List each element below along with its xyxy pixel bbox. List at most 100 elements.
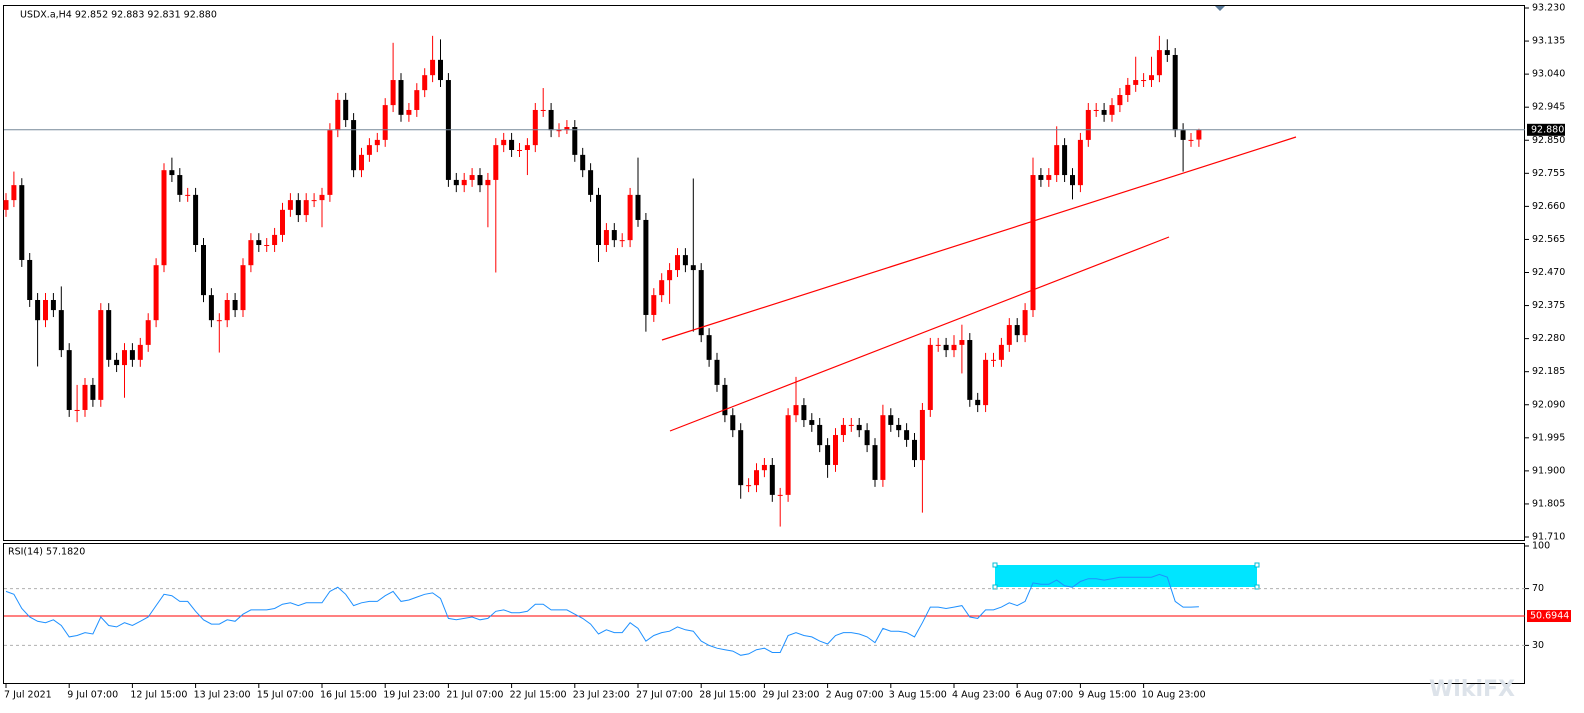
candle-body (1085, 109, 1091, 140)
candle-body (366, 145, 372, 155)
candle-body (817, 424, 823, 446)
candle-body (414, 90, 420, 110)
candle-body (153, 265, 159, 321)
candle-body (959, 340, 965, 345)
candle-body (682, 255, 688, 266)
candle-body (493, 145, 499, 180)
candle-body (1046, 175, 1052, 180)
rectangle-handle (1254, 584, 1260, 590)
current-price-label: 92.880 (1531, 124, 1564, 135)
trend-line (661, 136, 1297, 341)
candle-body (137, 344, 143, 360)
x-tick-label: 13 Jul 23:00 (194, 690, 251, 701)
y-tick-label: 91.900 (1532, 465, 1565, 476)
x-tick-label: 27 Jul 07:00 (636, 690, 693, 701)
candle-body (1006, 325, 1012, 345)
candle-body (509, 139, 515, 150)
candle-body (216, 320, 222, 322)
candle-body (351, 120, 357, 171)
candle-body (690, 265, 696, 271)
candle-body (422, 75, 428, 91)
rsi-panel-frame (3, 543, 1525, 684)
x-tick-label: 10 Aug 23:00 (1142, 690, 1206, 701)
candle-body (1196, 129, 1202, 140)
candle-body (1054, 145, 1060, 176)
rsi-line (5, 573, 1199, 656)
candle-body (390, 80, 396, 106)
candle-body (603, 230, 609, 246)
rectangle-handle (992, 562, 998, 568)
candle-body (1014, 325, 1020, 336)
candle-body (722, 384, 728, 416)
candle-body (461, 179, 467, 186)
candle-body (769, 464, 775, 495)
candle-body (335, 99, 341, 131)
price-panel-frame (3, 5, 1525, 541)
candle-body (1172, 54, 1178, 131)
candle-body (1141, 80, 1147, 82)
candle-body (477, 175, 483, 186)
candle-body (1022, 310, 1028, 336)
candle-body (90, 384, 96, 400)
x-tick-label: 7 Jul 2021 (4, 690, 52, 701)
candle-body (232, 299, 238, 311)
candle-body (659, 280, 665, 296)
candle-body (1030, 175, 1036, 311)
candle-body (343, 99, 349, 121)
candle-body (548, 109, 554, 131)
candle-body (1164, 50, 1170, 55)
y-tick-label: 92.755 (1532, 168, 1565, 179)
x-tick-label: 2 Aug 07:00 (826, 690, 884, 701)
candle-body (3, 200, 9, 210)
rectangle-handle (1254, 562, 1260, 568)
price-layer: 93.230 93.135 93.040 92.945 92.850 92.755 92.6… (3, 3, 1565, 543)
candle-body (43, 299, 48, 321)
candle-body (872, 445, 878, 480)
candle-body (359, 154, 364, 171)
candle-body (746, 485, 752, 487)
candle-body (106, 310, 112, 360)
candle-body (864, 430, 870, 446)
candle-body (643, 219, 649, 315)
candle-body (556, 130, 562, 132)
candle-body (912, 439, 917, 461)
candle-body (967, 340, 973, 400)
x-tick-label: 29 Jul 23:00 (762, 690, 819, 701)
candle-body (888, 415, 894, 425)
candle-body (280, 209, 285, 235)
candle-body (161, 170, 167, 266)
rsi-level-label: 50.6944 (1530, 611, 1569, 622)
candle-body (485, 179, 491, 186)
candle-body (1093, 109, 1099, 111)
candle-body (35, 299, 41, 321)
candle-body (706, 335, 712, 360)
candle-body (896, 424, 902, 431)
candle-body (50, 299, 56, 311)
x-tick-label: 6 Aug 07:00 (1015, 690, 1073, 701)
candle-body (793, 405, 799, 416)
candle-body (998, 344, 1004, 360)
y-tick-label: 93.135 (1532, 36, 1565, 47)
candle-body (374, 139, 380, 146)
rsi-tick-label: 30 (1532, 640, 1544, 651)
candle-body (611, 230, 617, 241)
x-tick-label: 22 Jul 15:00 (510, 690, 567, 701)
candle-body (943, 344, 949, 351)
candle-body (295, 200, 301, 216)
current-price-box (1527, 123, 1565, 136)
candle-body (572, 127, 578, 155)
candle-body (114, 359, 120, 366)
x-tick-label: 9 Jul 07:00 (67, 690, 118, 701)
highlight-rectangle (995, 565, 1257, 587)
candle-body (185, 194, 191, 196)
candle-body (327, 130, 333, 195)
candle-body (730, 415, 736, 431)
candle-body (1070, 175, 1075, 186)
candle-body (698, 270, 704, 336)
candle-body (833, 435, 838, 465)
candle-body (398, 80, 404, 115)
candle-body (532, 109, 538, 146)
candle-body (248, 240, 254, 266)
